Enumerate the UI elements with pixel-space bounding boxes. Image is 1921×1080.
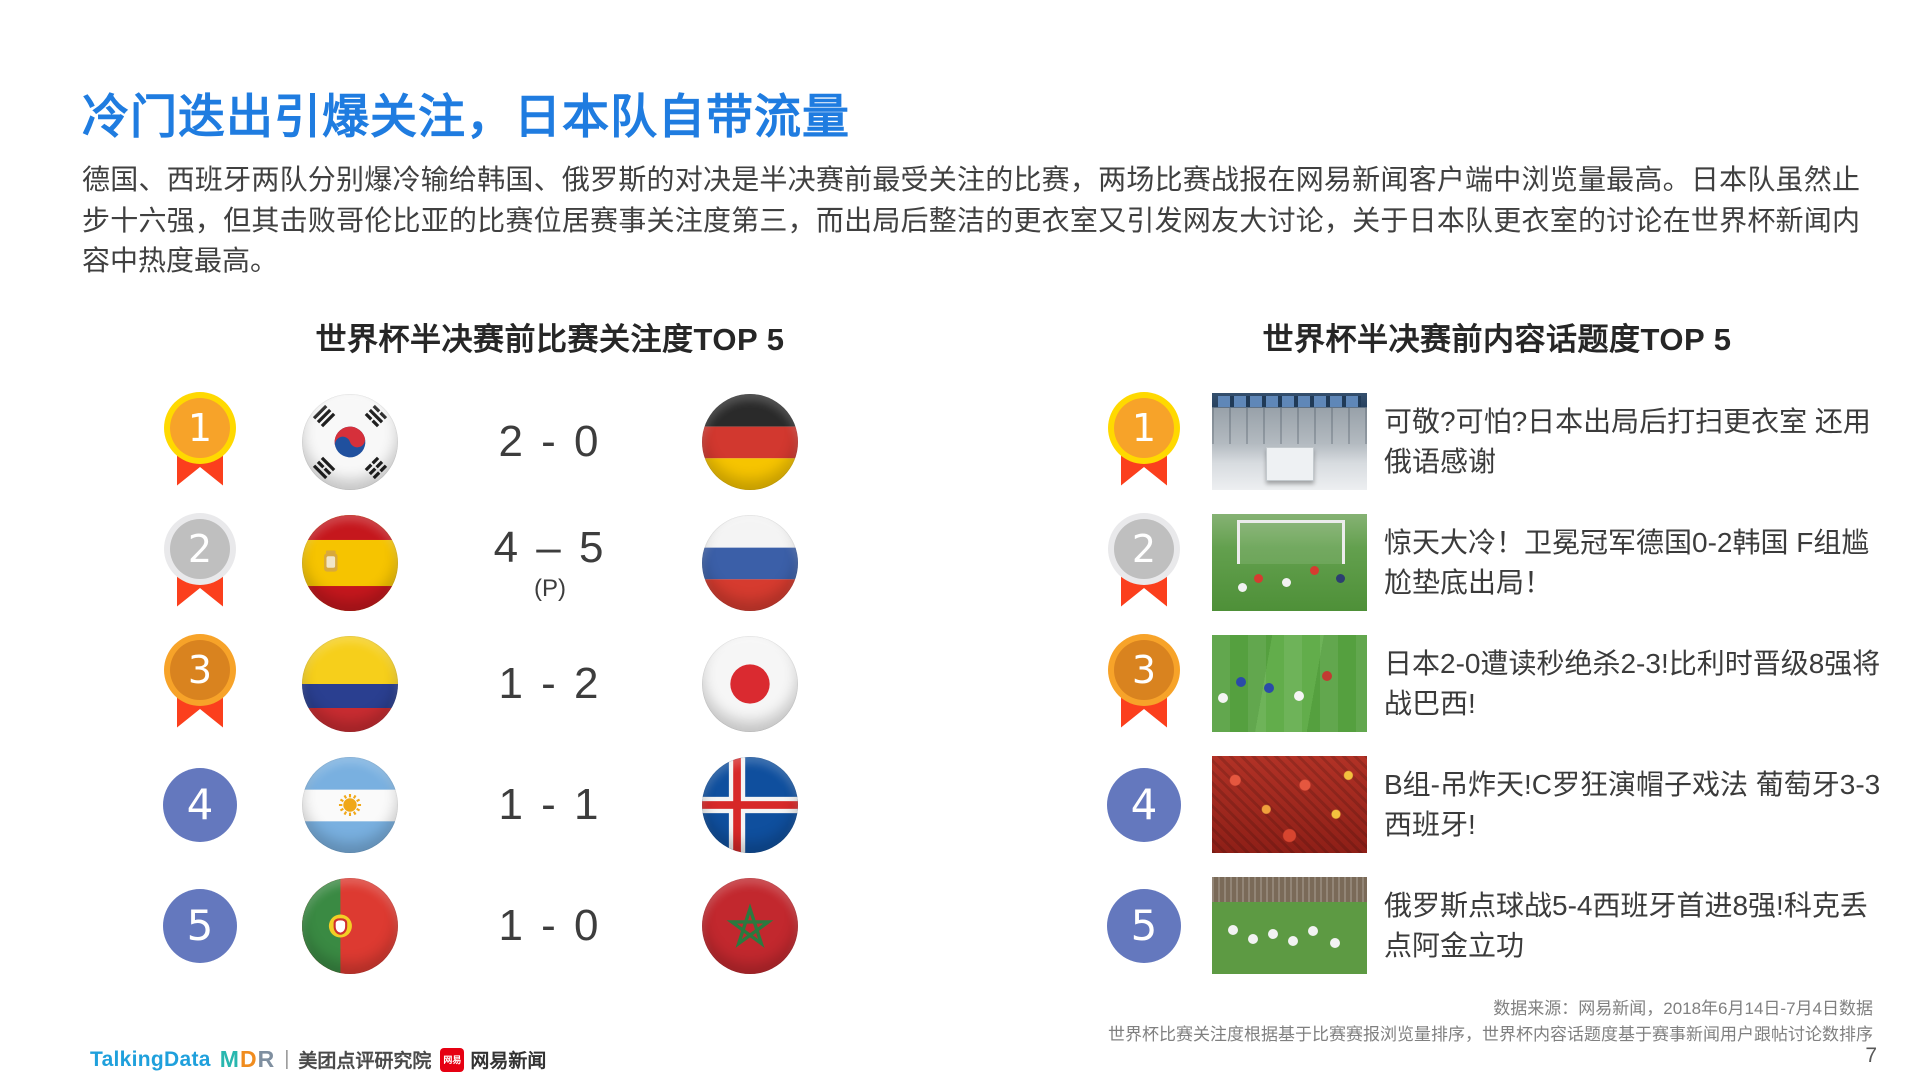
match-score: 2 - 0 <box>498 416 602 466</box>
rank-number: 3 <box>1114 639 1174 700</box>
match-row: 5 1 - 0 <box>150 865 950 986</box>
logo-divider: | <box>284 1048 290 1070</box>
spain-flag-icon <box>302 514 398 611</box>
portugal-flag-icon <box>302 877 398 974</box>
penalty-note: (P) <box>534 574 566 602</box>
rank-number: 4 <box>1107 767 1181 842</box>
data-source-notes: 数据来源：网易新闻，2018年6月14日-7月4日数据 世界杯比赛关注度根据基于… <box>1108 996 1873 1049</box>
match-row: 1 <box>150 381 950 502</box>
rank-number: 5 <box>163 888 237 963</box>
rank-2-medal-icon: 2 <box>170 518 230 607</box>
netease-news-logo: 网易 网易新闻 <box>440 1046 546 1073</box>
rank-4-medal-icon: 4 <box>1094 767 1194 842</box>
colombia-flag-icon <box>302 635 398 732</box>
news-headline: 惊天大冷！卫冕冠军德国0-2韩国 F组尴尬垫底出局！ <box>1384 527 1870 598</box>
content-topic-panel: 世界杯半决赛前内容话题度TOP 5 1 可敬?可怕?日本出局后打扫更衣室 还用俄… <box>1094 314 1900 986</box>
match-score: 1 - 1 <box>498 779 602 829</box>
team-celebration-photo <box>1212 877 1367 974</box>
news-headline: B组-吊炸天!C罗狂演帽子戏法 葡萄牙3-3西班牙! <box>1384 769 1881 840</box>
match-score: 1 - 2 <box>498 658 602 708</box>
news-item: 5 俄罗斯点球战5-4西班牙首进8强!科克丢点阿金立功 <box>1094 865 1900 986</box>
argentina-flag-icon <box>302 756 398 853</box>
footer-logos: TalkingData MDR | 美团点评研究院 网易 网易新闻 <box>90 1046 546 1073</box>
morocco-flag-icon <box>702 877 798 974</box>
news-item: 3 日本2-0遭读秒绝杀2-3!比利时晋级8强将战巴西! <box>1094 623 1900 744</box>
rank-number: 1 <box>170 397 230 458</box>
rank-1-medal-icon: 1 <box>170 397 230 486</box>
rank-number: 1 <box>1114 397 1174 458</box>
locker-room-photo <box>1212 393 1367 490</box>
rank-number: 4 <box>163 767 237 842</box>
pitch-players-photo <box>1212 635 1367 732</box>
match-row: 4 <box>150 744 950 865</box>
red-fans-photo <box>1212 756 1367 853</box>
news-item: 4 B组-吊炸天!C罗狂演帽子戏法 葡萄牙3-3西班牙! <box>1094 744 1900 865</box>
goal-scene-photo <box>1212 514 1367 611</box>
russia-flag-icon <box>702 514 798 611</box>
match-score: 4 – 5 (P) <box>493 522 607 602</box>
source-line-2: 世界杯比赛关注度根据基于比赛赛报浏览量排序，世界杯内容话题度基于赛事新闻用户跟帖… <box>1108 1025 1873 1045</box>
rank-2-medal-icon: 2 <box>1094 518 1194 607</box>
page-title: 冷门迭出引爆关注，日本队自带流量 <box>82 90 850 143</box>
south-korea-flag-icon <box>302 393 398 490</box>
match-row: 2 4 – 5 (P) <box>150 502 950 623</box>
match-attention-heading: 世界杯半决赛前比赛关注度TOP 5 <box>315 322 785 357</box>
germany-flag-icon <box>702 393 798 490</box>
talkingdata-logo: TalkingData <box>90 1047 211 1071</box>
content-topic-heading: 世界杯半决赛前内容话题度TOP 5 <box>1262 322 1732 357</box>
mdr-logo: MDR <box>219 1046 276 1072</box>
source-line-1: 数据来源：网易新闻，2018年6月14日-7月4日数据 <box>1493 999 1873 1018</box>
meituan-dianping-institute-logo: 美团点评研究院 <box>298 1051 432 1072</box>
news-item: 2 惊天大冷！卫冕冠军德国0-2韩国 F组尴尬垫底出局！ <box>1094 502 1900 623</box>
japan-flag-icon <box>702 635 798 732</box>
news-item: 1 可敬?可怕?日本出局后打扫更衣室 还用俄语感谢 <box>1094 381 1900 502</box>
rank-5-medal-icon: 5 <box>163 888 237 963</box>
match-attention-panel: 世界杯半决赛前比赛关注度TOP 5 1 <box>150 314 950 986</box>
rank-3-medal-icon: 3 <box>1094 639 1194 728</box>
rank-number: 2 <box>1114 518 1174 579</box>
news-headline: 日本2-0遭读秒绝杀2-3!比利时晋级8强将战巴西! <box>1384 648 1881 719</box>
news-headline: 俄罗斯点球战5-4西班牙首进8强!科克丢点阿金立功 <box>1384 890 1868 961</box>
intro-paragraph: 德国、西班牙两队分别爆冷输给韩国、俄罗斯的对决是半决赛前最受关注的比赛，两场比赛… <box>82 164 1860 277</box>
page-number: 7 <box>1865 1044 1877 1067</box>
rank-3-medal-icon: 3 <box>170 639 230 728</box>
rank-number: 3 <box>170 639 230 700</box>
rank-1-medal-icon: 1 <box>1094 397 1194 486</box>
rank-5-medal-icon: 5 <box>1094 888 1194 963</box>
rank-4-medal-icon: 4 <box>163 767 237 842</box>
match-score: 1 - 0 <box>498 900 602 950</box>
rank-number: 5 <box>1107 888 1181 963</box>
news-headline: 可敬?可怕?日本出局后打扫更衣室 还用俄语感谢 <box>1384 406 1871 477</box>
match-row: 3 1 - 2 <box>150 623 950 744</box>
netease-badge-icon: 网易 <box>440 1047 465 1072</box>
iceland-flag-icon <box>702 756 798 853</box>
rank-number: 2 <box>170 518 230 579</box>
